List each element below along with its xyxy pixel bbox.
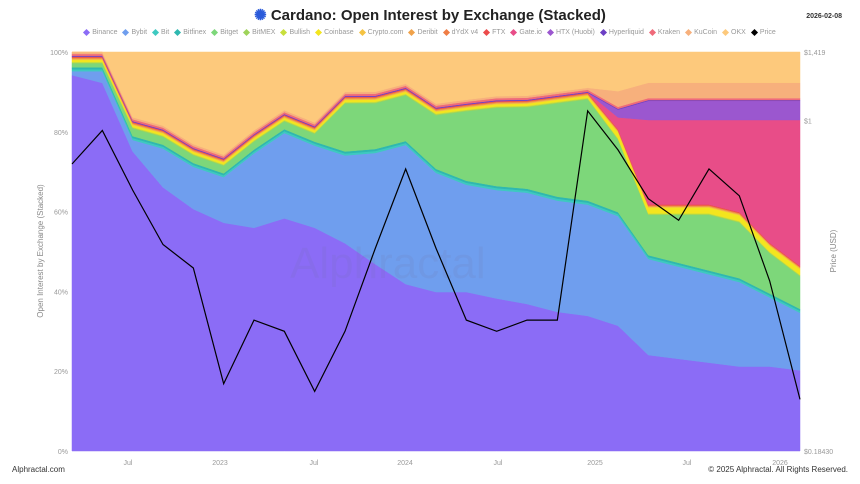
area-okx: [72, 51, 801, 155]
x-axis-ticks: Jul 2023 Jul 2024 Jul 2025 Jul 2026: [124, 460, 788, 467]
legend-item-kraken[interactable]: Kraken: [648, 28, 680, 36]
legend-item-coinbase[interactable]: Coinbase: [315, 28, 354, 36]
stacked-areas: [71, 51, 801, 452]
x-tick-label: Jul: [124, 460, 133, 467]
y-tick-label: 60%: [54, 210, 68, 217]
legend-item-binance[interactable]: Binance: [83, 28, 117, 36]
legend-item-kucoin[interactable]: KuCoin: [685, 28, 717, 36]
legend-item-price[interactable]: Price: [750, 28, 776, 36]
legend: Binance Bybit Bit Bitfinex Bitget BitMEX Bulli…: [0, 28, 860, 36]
legend-item-okx[interactable]: OKX: [722, 28, 746, 36]
legend-item-crypto-com[interactable]: Crypto.com: [358, 28, 403, 36]
x-tick-label: 2024: [397, 460, 413, 467]
legend-item-bullish[interactable]: Bullish: [280, 28, 310, 36]
legend-item-bitget[interactable]: Bitget: [211, 28, 238, 36]
legend-item-bybit[interactable]: Bybit: [122, 28, 147, 36]
footer-source[interactable]: Alphractal.com: [12, 465, 65, 474]
legend-item-bitfinex[interactable]: Bitfinex: [174, 28, 206, 36]
y-tick-label: 100%: [50, 50, 68, 57]
y2-axis-ticks: $1,419 $1 $0.18430: [804, 50, 833, 456]
x-tick-label: 2026: [772, 460, 788, 467]
legend-item-gate-io[interactable]: Gate.io: [510, 28, 542, 36]
y2-tick-label: $1,419: [804, 50, 826, 57]
legend-item-hyperliquid[interactable]: Hyperliquid: [599, 28, 644, 36]
x-tick-label: Jul: [683, 460, 692, 467]
legend-item-dydx-v4[interactable]: dYdX v4: [442, 28, 478, 36]
y-tick-label: 40%: [54, 289, 68, 296]
legend-item-bit[interactable]: Bit: [152, 28, 169, 36]
legend-item-ftx[interactable]: FTX: [483, 28, 505, 36]
price-line: [71, 109, 801, 400]
footer-copyright: © 2025 Alphractal. All Rights Reserved.: [708, 465, 848, 474]
watermark: Alphractal: [290, 239, 486, 288]
y2-tick-label: $1: [804, 118, 812, 125]
y-axis-label: Open Interest by Exchange (Stacked): [36, 184, 45, 318]
y-tick-label: 0%: [58, 449, 68, 456]
chart-date: 2026-02-08: [806, 13, 842, 20]
x-tick-label: 2025: [587, 460, 603, 467]
legend-item-deribit[interactable]: Deribit: [408, 28, 438, 36]
x-tick-label: Jul: [310, 460, 319, 467]
y2-tick-label: $0.18430: [804, 449, 833, 456]
y-tick-label: 20%: [54, 369, 68, 376]
y-tick-label: 80%: [54, 130, 68, 137]
x-tick-label: 2023: [212, 460, 228, 467]
legend-item-htx-huobi-[interactable]: HTX (Huobi): [546, 28, 595, 36]
x-tick-label: Jul: [494, 460, 503, 467]
legend-item-bitmex[interactable]: BitMEX: [243, 28, 275, 36]
chart-title: ✺ Cardano: Open Interest by Exchange (St…: [254, 7, 606, 24]
y-axis-ticks: 0% 20% 40% 60% 80% 100%: [50, 50, 68, 456]
cardano-logo-icon: ✺: [254, 7, 271, 24]
y2-axis-label: Price (USD): [829, 229, 838, 272]
